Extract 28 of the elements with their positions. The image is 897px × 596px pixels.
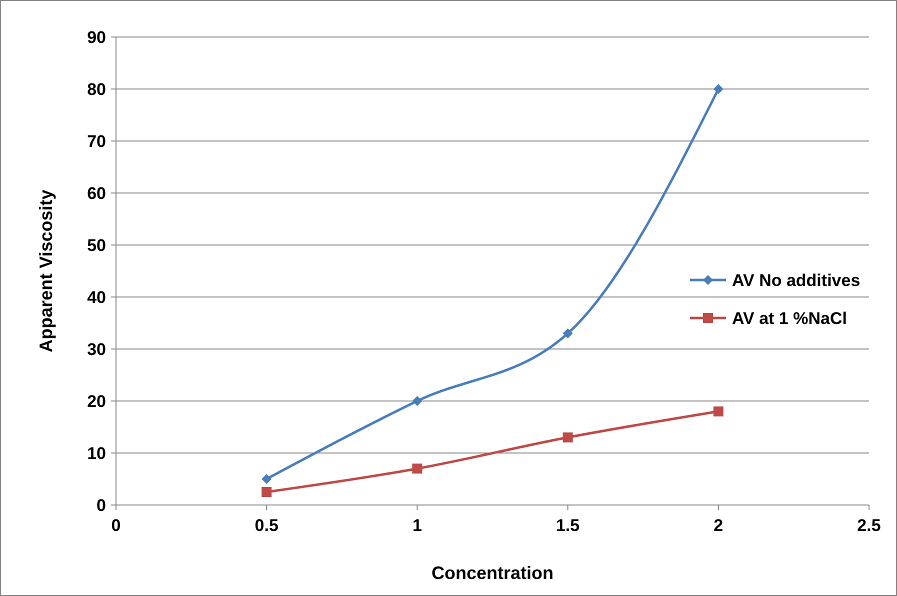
point [262,474,272,484]
y-tick-label: 0 [96,496,106,515]
y-tick-label: 40 [87,288,106,307]
point [562,432,573,442]
y-tick-label: 30 [87,340,106,359]
point [412,464,422,474]
y-tick-label: 50 [87,236,106,255]
y-tick-label: 10 [87,444,106,463]
x-tick-label: 2.5 [857,516,881,535]
y-axis-title: Apparent Viscosity [36,190,56,352]
x-tick-label: 0 [111,516,121,535]
point [713,406,724,416]
point [412,396,422,406]
y-tick-label: 60 [87,184,106,203]
y-tick-label: 20 [87,392,106,411]
point [713,84,724,94]
legend-label: AV No additives [732,270,860,290]
x-tick-label: 1 [412,516,422,535]
x-tick-label: 0.5 [254,516,278,535]
x-axis-title: Concentration [431,563,554,583]
x-tick-label: 2 [714,516,724,535]
point [262,487,272,497]
y-tick-label: 90 [87,28,106,47]
y-tick-label: 80 [87,80,106,99]
x-tick-label: 1.5 [556,516,580,535]
point [562,328,573,338]
y-tick-label: 70 [87,132,106,151]
legend-label: AV at 1 %NaCl [732,308,847,328]
